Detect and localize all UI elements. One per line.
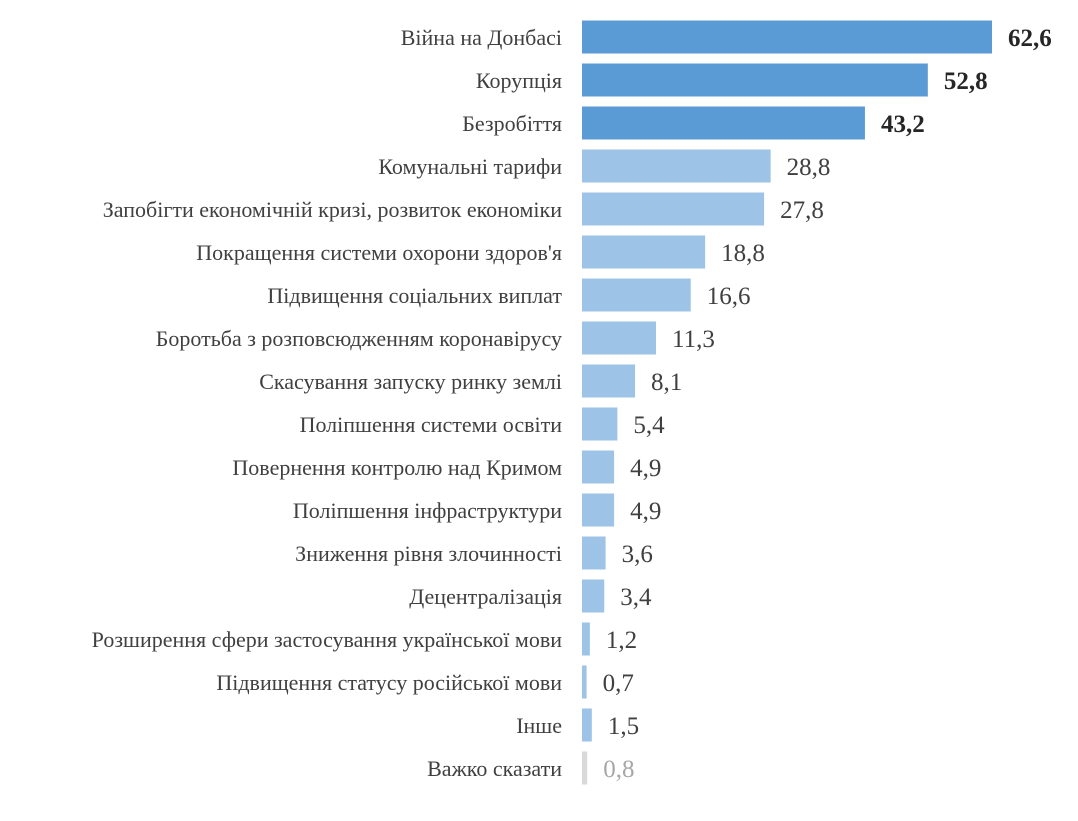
category-label: Децентралізація [409,584,562,609]
bars [582,20,992,785]
category-labels: Війна на Донбасі Корупція Безробіття Комуна… [92,25,563,781]
bar [582,20,992,54]
value-label: 27,8 [780,197,824,224]
value-label: 11,3 [672,326,715,353]
bar [582,579,605,613]
category-label: Корупція [476,68,562,93]
value-label: 4,9 [630,498,661,525]
category-label: Запобігти економічній кризі, розвиток ек… [103,197,562,222]
value-label: 0,8 [603,756,634,783]
value-label: 5,4 [633,412,665,439]
category-label: Комунальні тарифи [378,154,562,179]
value-label: 1,2 [606,627,637,654]
category-label: Повернення контролю над Кримом [232,455,562,480]
bar [582,63,928,97]
bar [582,665,587,699]
bar [582,407,618,441]
category-label: Скасування запуску ринку землі [259,369,562,394]
value-label: 4,9 [630,455,661,482]
category-label: Розширення сфери застосування українсько… [92,627,563,652]
bar [582,149,771,183]
value-label: 43,2 [881,111,925,138]
bar [582,536,606,570]
value-label: 1,5 [608,713,639,740]
bar [582,450,615,484]
category-label: Покращення системи охорони здоров'я [196,240,562,265]
value-labels: 62,6 52,8 43,2 28,8 27,8 18,8 16,6 11,3 8,1 5,4 4,… [603,25,1052,783]
bar [582,192,765,226]
bar [582,493,615,527]
bar [582,751,588,785]
bar [582,106,865,140]
category-label: Важко сказати [427,756,562,781]
bar [582,708,592,742]
value-label: 3,6 [622,541,653,568]
category-label: Підвищення соціальних виплат [267,283,562,308]
value-label: 18,8 [721,240,765,267]
category-label: Поліпшення інфраструктури [293,498,562,523]
value-label: 62,6 [1008,25,1052,52]
value-label: 3,4 [620,584,652,611]
value-label: 8,1 [651,369,682,396]
category-label: Війна на Донбасі [401,25,562,50]
value-label: 16,6 [707,283,751,310]
category-label: Боротьба з розповсюдженням коронавірусу [156,326,562,351]
bar [582,235,706,269]
category-label: Інше [516,713,562,738]
category-label: Зниження рівня злочинності [295,541,562,566]
value-label: 28,8 [787,154,831,181]
value-label: 52,8 [944,68,988,95]
bar [582,364,636,398]
bar [582,278,691,312]
bar [582,622,590,656]
bar [582,321,657,355]
value-label: 0,7 [603,670,634,697]
category-label: Підвищення статусу російської мови [216,670,562,695]
category-label: Безробіття [462,111,562,136]
category-label: Поліпшення системи освіти [300,412,563,437]
